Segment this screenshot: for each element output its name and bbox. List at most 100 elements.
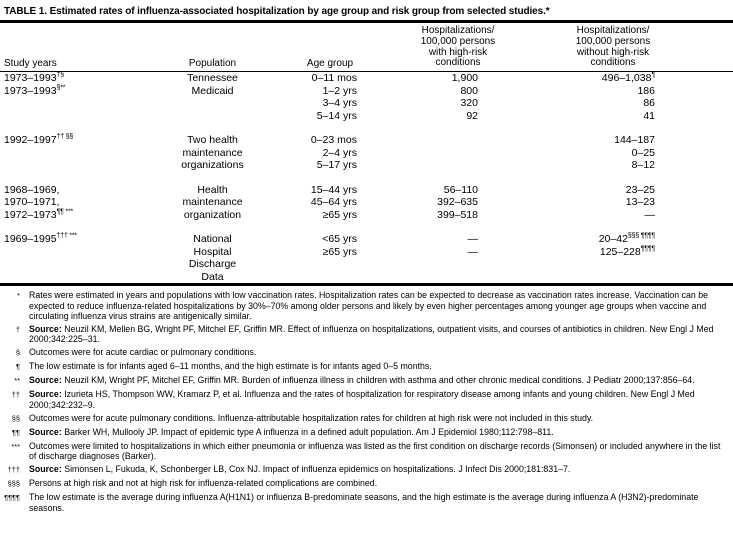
spacer-row [0,172,733,184]
footnote: ††† Source: Simonsen L, Fukuda, K, Schon… [3,464,729,475]
cell-study-years: 1973–1993†§ [4,71,64,85]
cell-highrisk-rate: 92 [466,109,478,122]
table-row: 1969–1995††† *** National <65 yrs — 20–4… [0,233,733,246]
cell-population: Health [197,183,228,196]
cell-nonhighrisk-rate: 23–25 [625,183,655,196]
table-row: 1972–1973¶¶ *** organization ≥65 yrs 399… [0,208,733,222]
hospitalization-rates-table: Study years Population Age group Hospita… [0,23,733,283]
cell-study-years: 1972–1973¶¶ *** [4,208,73,221]
cell-nonhighrisk-rate: 496–1,038¶ [601,71,655,85]
cell-nonhighrisk-rate: 13–23 [625,196,655,209]
cell-highrisk-rate [360,271,520,284]
cell-age-group [270,271,360,284]
cell-nonhighrisk-rate: 86 [643,97,655,110]
cell-age-group: 0–11 mos [311,72,357,85]
footnote-text: Source: Neuzil KM, Wright PF, Mitchel EF… [29,375,695,386]
cell-nonhighrisk-rate: 8–12 [631,159,655,172]
cell-age-group: 15–44 yrs [310,183,357,196]
cell-nonhighrisk-rate: — [644,208,656,221]
cell-highrisk-rate: — [467,233,479,246]
cell-nonhighrisk-rate [520,271,733,284]
cell-age-group: ≥65 yrs [322,208,357,221]
cell-age-group: 2–4 yrs [322,146,357,159]
cell-population: Data [201,270,224,283]
footnote-marker: * [17,291,20,301]
footnote-text: Rates were estimated in years and popula… [29,290,709,321]
cell-population: organizations [181,159,244,172]
cell-age-group: 5–17 yrs [316,159,357,172]
cell-nonhighrisk-rate [520,258,733,271]
table-title: TABLE 1. Estimated rates of influenza-as… [4,6,550,17]
cell-highrisk-rate: 1,900 [451,72,478,85]
footnote-text: Source: Izurieta HS, Thompson WW, Kramar… [29,389,695,410]
footnote-text: Outcomes were limited to hospitalization… [29,440,721,462]
footnote-text: The low estimate is for infants aged 6–1… [29,361,432,372]
footnote-marker: §§§ [7,479,20,489]
footnote: *** Outcomes were limited to hospitaliza… [3,441,729,462]
footnote: †† Source: Izurieta HS, Thompson WW, Kra… [3,389,729,410]
table-row: 1973–1993§** Medicaid 1–2 yrs 800 186 [0,84,733,98]
cell-population [155,110,270,123]
cell-population: Discharge [188,258,237,271]
table-row: organizations 5–17 yrs 8–12 [0,159,733,172]
cell-population: Two health [187,134,238,147]
cell-highrisk-rate [360,134,520,147]
spacer-row [0,221,733,233]
footnote-text: Source: Simonsen L, Fukuda, K, Schonberg… [29,464,571,475]
footnote-marker: ** [14,376,20,386]
cell-highrisk-rate: 392–635 [437,196,478,209]
table-row: 1970–1971, maintenance 45–64 yrs 392–635… [0,196,733,209]
cell-highrisk-rate: 800 [460,84,478,97]
footnote: ¶¶¶¶ The low estimate is the average dur… [3,492,729,513]
spacer-row [0,122,733,134]
cell-nonhighrisk-rate: 20–42§§§ ¶¶¶¶ [598,232,655,246]
footnote-marker: ††† [7,465,20,475]
cell-highrisk-rate: — [467,245,479,258]
cell-population: Hospital [193,245,232,258]
footnote-marker: ¶¶ [12,427,20,437]
table-row: maintenance 2–4 yrs 0–25 [0,147,733,160]
cell-highrisk-rate [360,147,520,160]
cell-nonhighrisk-rate: 125–228¶¶¶¶ [599,245,655,258]
cell-age-group: 0–23 mos [310,134,357,147]
table-row: Data [0,271,733,284]
cell-population: maintenance [182,146,243,159]
cell-study-years [0,97,155,110]
cell-nonhighrisk-rate: 0–25 [631,146,655,159]
cell-population: National [193,233,232,246]
cell-highrisk-rate [360,159,520,172]
cell-population: organization [183,208,242,221]
cell-age-group: 3–4 yrs [322,97,357,110]
footnote-marker: § [15,348,20,358]
cell-age-group: 1–2 yrs [322,84,357,97]
cell-study-years: 1969–1995††† *** [4,232,77,246]
cell-nonhighrisk-rate: 186 [637,84,655,97]
footnote: ¶¶ Source: Barker WH, Mullooly JP. Impac… [3,427,729,438]
footnote-text: Persons at high risk and not at high ris… [29,478,378,489]
footnote-text: Outcomes were for acute pulmonary condit… [29,412,594,423]
footnote-marker: §§ [11,413,20,423]
footnote: § Outcomes were for acute cardiac or pul… [3,347,729,358]
footnote-text: Source: Barker WH, Mullooly JP. Impact o… [29,426,554,437]
cell-age-group: 45–64 yrs [310,196,357,209]
cell-age-group [270,258,360,271]
top-rule [0,20,733,23]
column-header-population: Population [155,23,270,73]
footnote: ¶ The low estimate is for infants aged 6… [3,361,729,372]
footnote-marker: *** [11,441,20,451]
cell-highrisk-rate: 320 [460,97,478,110]
cell-highrisk-rate: 56–110 [443,183,478,196]
cell-study-years [0,110,155,123]
footnotes: * Rates were estimated in years and popu… [0,286,733,513]
footnote-marker: † [15,325,20,334]
cell-study-years [0,258,155,271]
footnote-text: Outcomes were for acute cardiac or pulmo… [29,347,257,358]
cell-age-group: 5–14 yrs [316,109,357,122]
column-header-highrisk-rate: Hospitalizations/ 100,000 persons with h… [360,23,520,73]
table-row: Discharge [0,258,733,271]
footnote: † Source: Neuzil KM, Mellen BG, Wright P… [3,324,729,345]
cell-study-years: 1973–1993§** [4,84,66,97]
cell-study-years: 1968–1969, [4,183,60,196]
footnote: §§ Outcomes were for acute pulmonary con… [3,413,729,424]
